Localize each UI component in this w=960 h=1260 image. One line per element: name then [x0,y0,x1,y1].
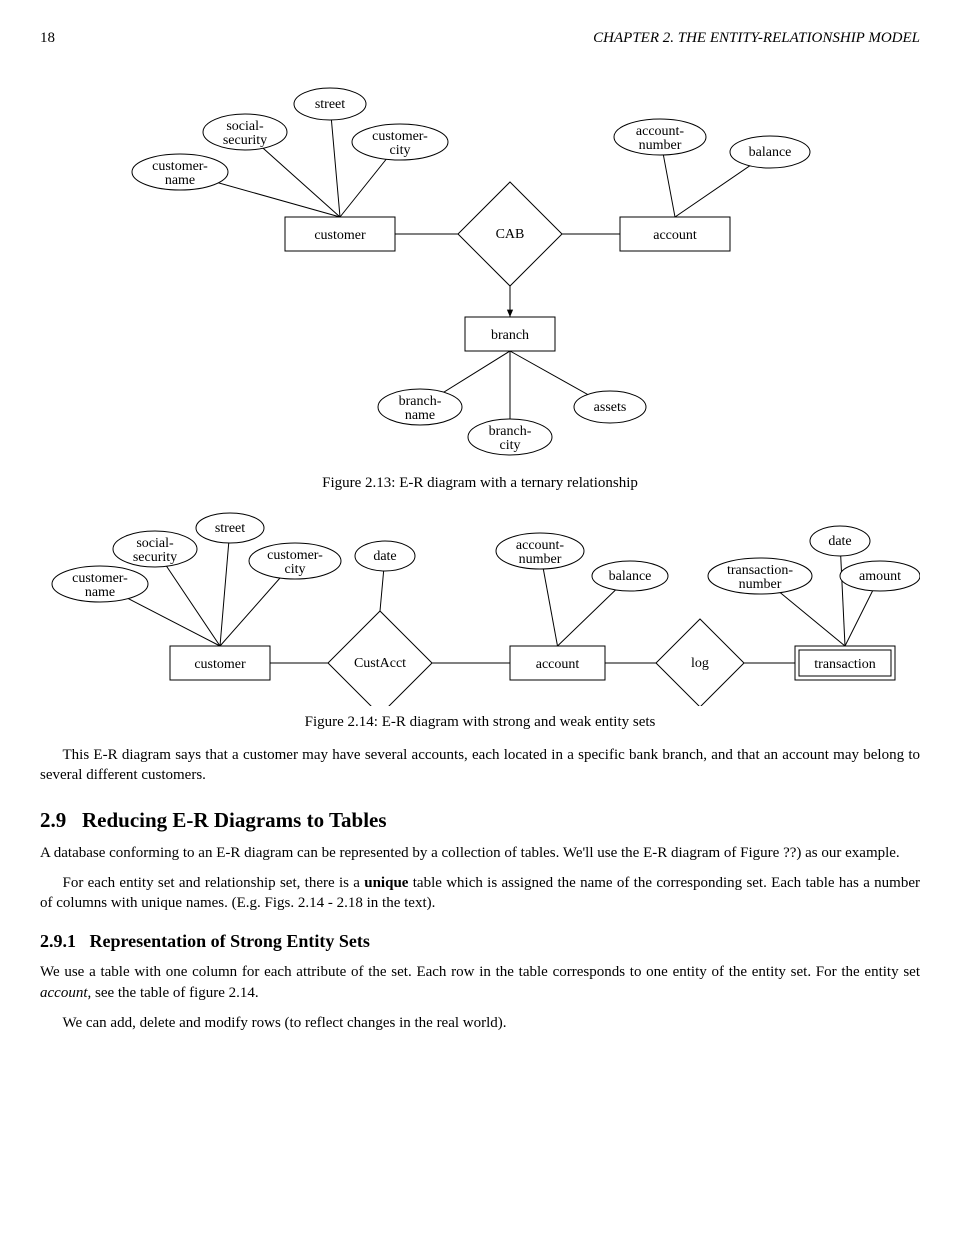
svg-text:street: street [315,97,345,112]
svg-text:branch-: branch- [489,424,532,439]
svg-text:city: city [285,562,306,577]
svg-text:balance: balance [749,145,792,160]
paragraph-3: For each entity set and relationship set… [40,873,920,914]
svg-text:branch-: branch- [399,394,442,409]
svg-text:security: security [133,550,177,565]
svg-text:name: name [165,173,195,188]
svg-text:assets: assets [594,400,627,415]
svg-text:city: city [500,438,521,453]
subsection-title: Representation of Strong Entity Sets [90,931,370,951]
section-number: 2.9 [40,808,66,832]
svg-text:social-: social- [226,119,264,134]
svg-text:date: date [828,534,851,549]
figure-caption-213: Figure 2.13: E-R diagram with a ternary … [40,475,920,492]
svg-text:CustAcct: CustAcct [354,656,406,671]
svg-text:social-: social- [136,536,174,551]
svg-text:log: log [691,656,709,671]
svg-text:city: city [390,143,411,158]
svg-text:name: name [85,585,115,600]
svg-text:security: security [223,133,267,148]
svg-text:account: account [536,657,580,672]
page-number: 18 [40,30,55,47]
svg-text:date: date [373,549,396,564]
er-diagram-214: customer-name social-security street custom… [40,506,920,706]
svg-text:street: street [215,521,245,536]
figure-caption-214: Figure 2.14: E-R diagram with strong and… [40,714,920,731]
svg-text:number: number [519,552,562,567]
svg-text:CAB: CAB [496,227,525,242]
subsection-heading: 2.9.1 Representation of Strong Entity Se… [40,931,920,952]
svg-text:number: number [739,577,782,592]
svg-text:transaction-: transaction- [727,563,793,578]
svg-text:customer-: customer- [372,129,428,144]
svg-text:number: number [639,138,682,153]
svg-text:customer: customer [194,657,246,672]
svg-text:balance: balance [609,569,652,584]
chapter-title: CHAPTER 2. THE ENTITY-RELATIONSHIP MODEL [593,30,920,47]
subsection-number: 2.9.1 [40,931,76,951]
svg-text:name: name [405,408,435,423]
section-title: Reducing E-R Diagrams to Tables [82,808,387,832]
svg-text:account-: account- [516,538,565,553]
page-header: 18 CHAPTER 2. THE ENTITY-RELATIONSHIP MO… [40,30,920,47]
svg-text:transaction: transaction [814,657,875,672]
paragraph-2: A database conforming to an E-R diagram … [40,843,920,863]
svg-text:account-: account- [636,124,685,139]
svg-text:branch: branch [491,328,529,343]
svg-text:customer-: customer- [152,159,208,174]
svg-text:customer: customer [314,228,366,243]
paragraph-1: This E-R diagram says that a customer ma… [40,745,920,786]
svg-text:amount: amount [859,569,901,584]
er-diagram-213: customer-name social-security street custom… [70,57,890,467]
paragraph-4: We use a table with one column for each … [40,962,920,1003]
paragraph-5: We can add, delete and modify rows (to r… [40,1013,920,1033]
svg-text:account: account [653,228,697,243]
svg-text:customer-: customer- [72,571,128,586]
section-heading: 2.9 Reducing E-R Diagrams to Tables [40,808,920,833]
svg-text:customer-: customer- [267,548,323,563]
